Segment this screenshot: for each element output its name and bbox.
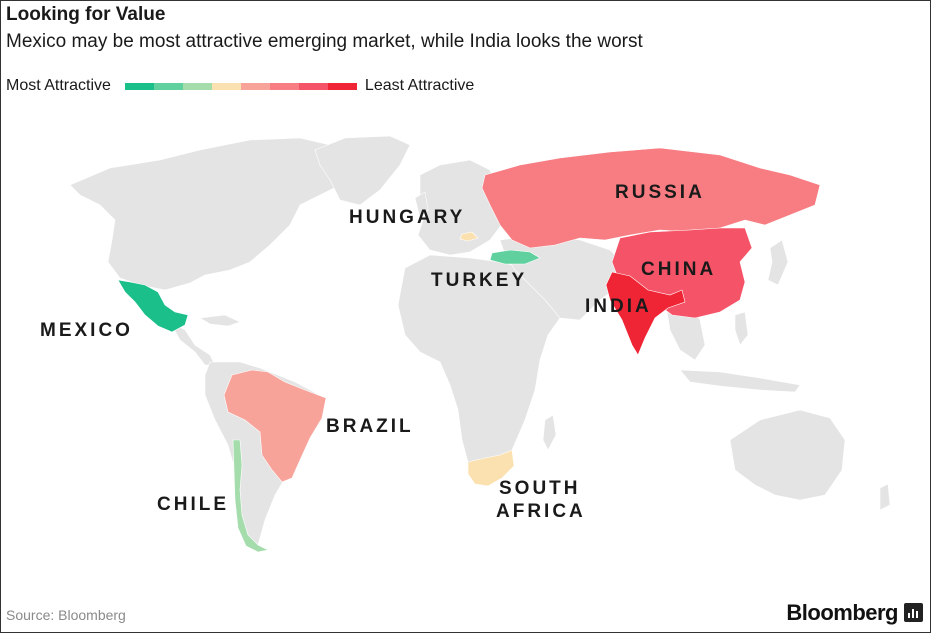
legend-swatch-7 bbox=[298, 82, 328, 90]
chart-title: Looking for Value bbox=[6, 4, 166, 25]
legend-swatch-6 bbox=[269, 82, 299, 90]
country-india bbox=[605, 271, 686, 356]
country-brazil bbox=[223, 369, 327, 483]
land-australia bbox=[729, 409, 846, 501]
bloomberg-chart-icon bbox=[904, 603, 923, 622]
land-japan bbox=[767, 239, 789, 286]
label-russia: RUSSIA bbox=[615, 182, 705, 203]
source-note: Source: Bloomberg bbox=[6, 607, 126, 623]
legend-swatch-1 bbox=[124, 82, 154, 90]
legend-swatch-2 bbox=[153, 82, 183, 90]
label-south-africa-line1: SOUTH bbox=[499, 478, 581, 499]
country-south-africa bbox=[467, 449, 515, 487]
legend: Most Attractive Least Attractive bbox=[6, 76, 474, 96]
legend-high-label: Least Attractive bbox=[364, 77, 475, 94]
legend-swatch-5 bbox=[240, 82, 270, 90]
label-brazil: BRAZIL bbox=[326, 416, 414, 437]
country-hungary bbox=[459, 231, 479, 242]
country-mexico bbox=[117, 279, 189, 333]
chart-subtitle: Mexico may be most attractive emerging m… bbox=[6, 31, 643, 52]
land-greenland bbox=[314, 135, 411, 206]
label-hungary: HUNGARY bbox=[349, 207, 466, 228]
legend-swatch-4 bbox=[211, 82, 241, 90]
country-chile bbox=[232, 439, 269, 553]
legend-low-label: Most Attractive bbox=[6, 77, 111, 94]
label-turkey: TURKEY bbox=[431, 270, 528, 291]
label-china: CHINA bbox=[641, 259, 717, 280]
label-chile: CHILE bbox=[157, 494, 229, 515]
legend-swatches bbox=[124, 82, 357, 90]
country-turkey bbox=[489, 249, 541, 265]
label-india: INDIA bbox=[585, 296, 652, 317]
country-russia bbox=[481, 147, 821, 249]
land-caribbean bbox=[199, 314, 241, 327]
land-indonesia bbox=[679, 369, 801, 393]
land-madagascar bbox=[542, 414, 557, 451]
land-new-zealand bbox=[879, 483, 891, 511]
legend-swatch-3 bbox=[182, 82, 212, 90]
label-mexico: MEXICO bbox=[40, 320, 133, 341]
world-map bbox=[69, 135, 891, 553]
land-north-america bbox=[69, 137, 406, 291]
bloomberg-logo: Bloomberg bbox=[786, 600, 898, 625]
legend-swatch-8 bbox=[327, 82, 357, 90]
land-uk bbox=[414, 191, 429, 219]
land-philippines bbox=[734, 311, 749, 346]
label-south-africa-line2: AFRICA bbox=[496, 501, 586, 522]
